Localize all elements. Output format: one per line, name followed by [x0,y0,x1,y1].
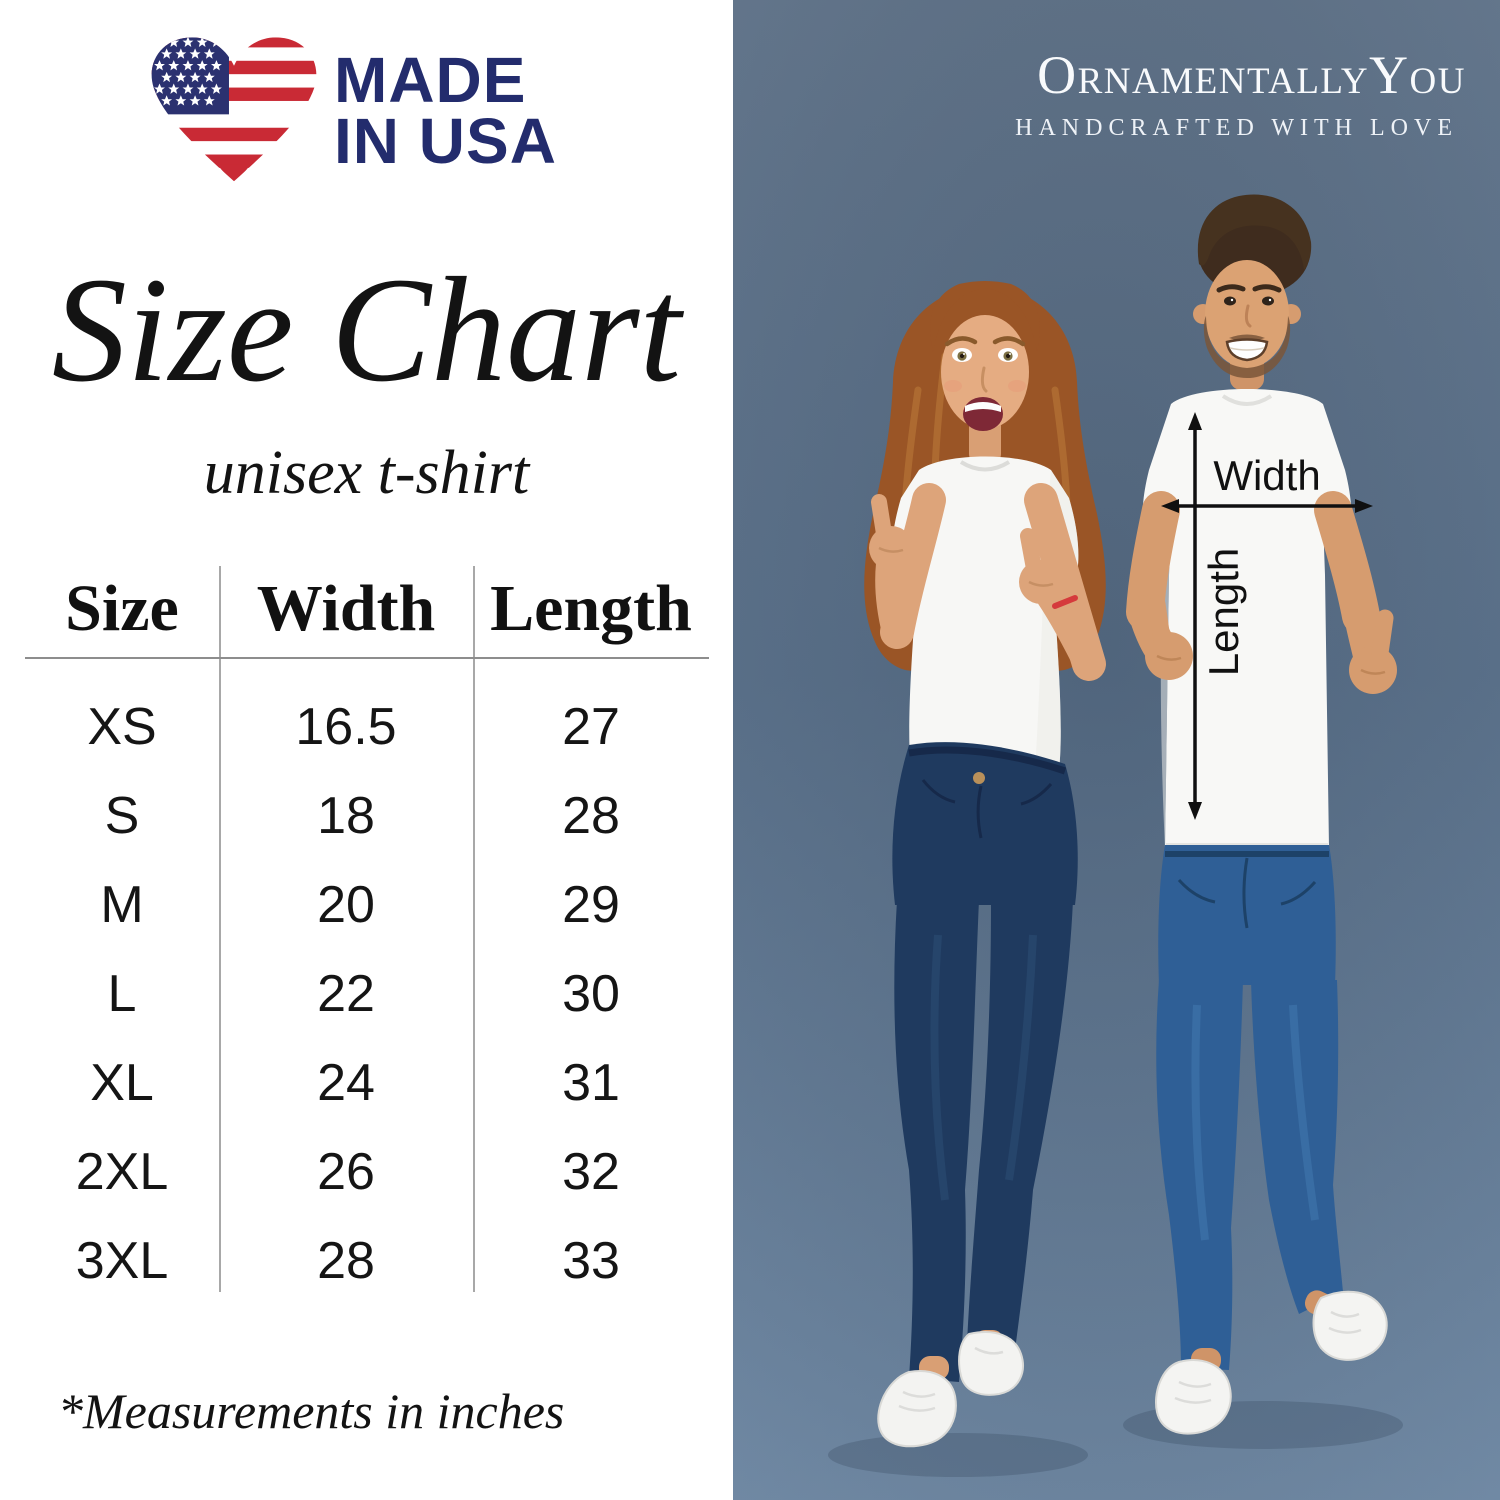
table-row: 2XL 26 32 [25,1127,709,1216]
cell-size: 3XL [75,1231,169,1290]
cell-width: 16.5 [295,697,397,756]
table-header-size: Size [65,571,179,645]
brand-tagline: HANDCRAFTED WITH LOVE [1015,115,1458,141]
brand-initial: Y [1369,45,1410,105]
woman-teeth [965,402,1001,412]
man-photo [1126,194,1397,1435]
cell-size: XL [90,1053,154,1112]
cell-size: M [100,875,144,934]
table-header-length: Length [490,571,692,645]
woman-fringe [930,281,1040,352]
man-nose [1244,304,1252,328]
man-eye [1224,296,1236,306]
man-beard [1203,316,1291,378]
brand-name: ORNAMENTALLYYOU [1015,44,1466,106]
cell-length: 28 [562,786,620,845]
woman-thumbs-up [871,494,1043,582]
made-in-usa-line1: MADE [334,44,527,116]
cell-length: 27 [562,697,620,756]
shirt-width-label: Width [1213,452,1320,499]
table-header-row: Size Width Length [25,560,709,657]
floor-shadow [828,1433,1088,1477]
arrowhead-right-icon [1355,499,1373,513]
cell-length: 29 [562,875,620,934]
arrowhead-down-icon [1188,802,1202,820]
table-row: XL 24 31 [25,1038,709,1127]
cell-size: S [104,786,140,845]
man-thumbs-up [1148,595,1394,669]
table-row: S 18 28 [25,771,709,860]
cell-size: L [107,964,137,1023]
measurements-footnote: *Measurements in inches [58,1383,565,1439]
arrowhead-up-icon [1188,412,1202,430]
woman-eyebrows [944,336,1026,347]
photo-panel: ORNAMENTALLYYOU HANDCRAFTED WITH LOVE [733,0,1500,1500]
couple-photo: Width Length [733,0,1500,1500]
brand-name-part: RNAMENTALLY [1077,61,1370,102]
cell-size: XS [87,697,157,756]
table-header-width: Width [256,571,436,645]
table-row: M 20 29 [25,860,709,949]
man-eye [1262,296,1274,306]
cell-length: 33 [562,1231,620,1290]
woman-red-bracelet [1052,595,1078,609]
cell-length: 31 [562,1053,620,1112]
man-sneakers [1155,1290,1388,1435]
made-in-usa-text: MADE IN USA [334,44,557,177]
table-row: 3XL 28 33 [25,1216,709,1305]
cell-width: 20 [317,875,375,934]
info-panel: MADE IN USA Size Chart unisex t-shirt Si… [0,0,733,1500]
cell-length: 32 [562,1142,620,1201]
brand-lockup: ORNAMENTALLYYOU HANDCRAFTED WITH LOVE [1015,44,1466,142]
cell-size: 2XL [75,1142,169,1201]
man-hair-quiff [1197,194,1312,270]
jeans-button [973,772,985,784]
woman-arms [875,483,1106,681]
man-collar [1221,394,1273,406]
made-in-usa-line2: IN USA [334,105,557,177]
man-eyebrows [1216,284,1282,293]
woman-nose [980,366,988,393]
background-vignette [733,0,1500,1500]
page-subtitle: unisex t-shirt [203,439,530,507]
woman-photo [864,281,1106,1448]
man-jeans [1158,845,1336,985]
cell-width: 22 [317,964,375,1023]
woman-face [941,315,1029,429]
page-title: Size Chart [51,247,682,413]
table-row: XS 16.5 27 [25,682,709,771]
cell-width: 26 [317,1142,375,1201]
woman-collar [959,460,1011,472]
measurement-annotation: Width Length [1161,412,1373,820]
shoe-laces [1174,1310,1362,1404]
shoe-laces [898,1346,1004,1412]
brand-initial: O [1037,45,1078,105]
woman-sneakers [877,1331,1024,1448]
cell-length: 30 [562,964,620,1023]
shirt-length-label: Length [1200,548,1247,676]
woman-jeans [892,742,1078,905]
cell-width: 24 [317,1053,375,1112]
woman-waistband [908,746,1067,775]
usa-heart-flag-icon [151,37,317,182]
table-row: L 22 30 [25,949,709,1038]
man-leg [1251,980,1343,1314]
size-table: Size Width Length XS 16.5 27 S 18 28 M [25,560,709,1300]
cell-width: 28 [317,1231,375,1290]
table-column-divider [219,566,221,1292]
made-in-usa-logo: MADE IN USA [150,34,557,188]
brand-name-part: OU [1409,61,1466,102]
table-body: XS 16.5 27 S 18 28 M 20 29 L 22 30 [25,682,709,1305]
arrowhead-left-icon [1161,499,1179,513]
table-header-rule [25,657,709,659]
cell-width: 18 [317,786,375,845]
table-column-divider [473,566,475,1292]
